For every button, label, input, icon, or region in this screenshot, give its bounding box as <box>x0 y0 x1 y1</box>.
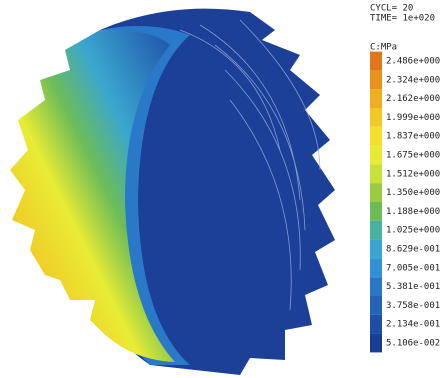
legend-swatch <box>370 334 382 353</box>
legend-swatch <box>370 70 382 89</box>
legend-label: 1.025e+000 <box>386 226 440 236</box>
header-line: CYCL= 20 <box>370 4 413 14</box>
legend-label: 1.512e+000 <box>386 169 440 179</box>
header-line: TIME= 1e+020 <box>370 14 435 24</box>
legend-label: 2.134e-001 <box>386 320 440 330</box>
legend-label: 2.324e+000 <box>386 75 440 85</box>
screenshot: CYCL= 20 TIME= 1e+020 C:MPa 2.486e+0002.… <box>0 0 445 378</box>
tire-model <box>10 9 335 375</box>
legend-swatch <box>370 89 382 108</box>
legend-label: 2.162e+000 <box>386 94 440 104</box>
legend: 2.486e+000 2.324e+000 2.162e+000 1.999e+000… <box>370 52 440 353</box>
legend-swatch <box>370 240 382 259</box>
legend-label: 2.486e+000 <box>386 57 440 67</box>
legend-swatch <box>370 127 382 146</box>
legend-label: 7.005e-001 <box>386 263 440 273</box>
legend-swatch <box>370 164 382 183</box>
legend-label: 5.381e-001 <box>386 282 440 292</box>
legend-swatch <box>370 296 382 315</box>
legend-label: 1.999e+000 <box>386 113 440 123</box>
legend-swatch <box>370 146 382 165</box>
legend-swatch <box>370 108 382 127</box>
legend-swatch <box>370 258 382 277</box>
legend-label: 1.188e+000 <box>386 207 440 217</box>
legend-label: 5.106e-002 <box>386 339 440 349</box>
legend-label: 1.350e+000 <box>386 188 440 198</box>
legend-label: 8.629e-001 <box>386 245 440 255</box>
legend-title: C:MPa <box>370 43 397 53</box>
legend-label: 1.837e+000 <box>386 132 440 142</box>
legend-swatch <box>370 221 382 240</box>
legend-swatch <box>370 202 382 221</box>
legend-swatch <box>370 52 382 71</box>
legend-swatch <box>370 183 382 202</box>
legend-swatch <box>370 315 382 334</box>
legend-swatch <box>370 277 382 296</box>
legend-label: 1.675e+000 <box>386 151 440 161</box>
legend-label: 3.758e-001 <box>386 301 440 311</box>
